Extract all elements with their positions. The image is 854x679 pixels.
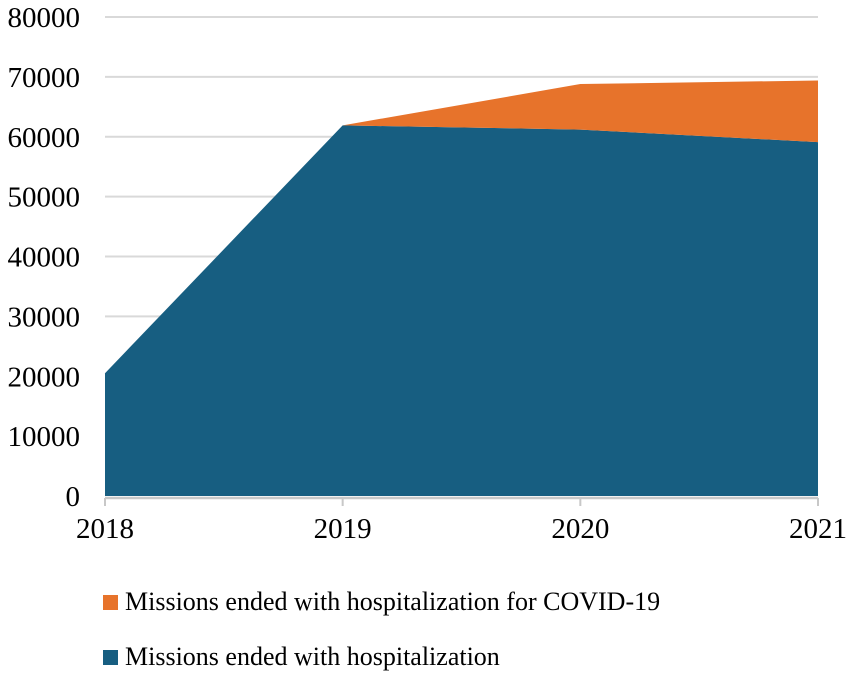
legend-item: Missions ended with hospitalization for … xyxy=(103,581,660,623)
y-axis-tick-label: 30000 xyxy=(8,301,81,333)
y-axis-tick-label: 70000 xyxy=(8,62,81,94)
legend-item: Missions ended with hospitalization xyxy=(103,636,660,678)
y-axis-tick-label: 10000 xyxy=(8,421,81,453)
stacked-area-chart: 0 10000 20000 30000 40000 50000 60000 70000 8000… xyxy=(8,2,848,545)
legend-square-icon xyxy=(103,594,118,610)
legend-label: Missions ended with hospitalization xyxy=(125,642,500,671)
x-axis-tick-label: 2018 xyxy=(76,513,134,545)
y-axis-tick-label: 40000 xyxy=(8,242,81,274)
x-axis-tick-label: 2021 xyxy=(789,513,847,545)
legend-label: Missions ended with hospitalization for … xyxy=(125,587,661,616)
y-axis-tick-label: 80000 xyxy=(8,2,81,34)
legend-square-icon xyxy=(103,649,118,665)
area-series-covid xyxy=(105,80,818,374)
y-axis-tick-label: 50000 xyxy=(8,182,81,214)
area-series-hospitalization xyxy=(105,125,818,496)
x-axis-tick-label: 2020 xyxy=(551,513,609,545)
y-axis-tick-label: 20000 xyxy=(8,361,81,393)
y-axis-tick-label: 0 xyxy=(66,481,81,513)
x-axis-tick-label: 2019 xyxy=(314,513,372,545)
chart-legend: Missions ended with hospitalization for … xyxy=(103,581,660,678)
y-axis-tick-label: 60000 xyxy=(8,122,81,154)
